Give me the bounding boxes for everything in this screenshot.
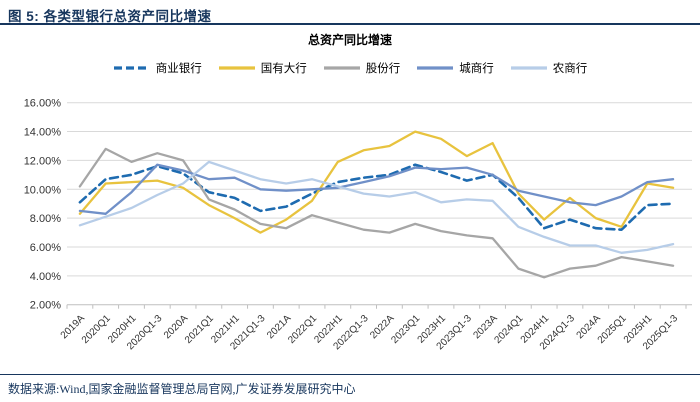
legend-marker-3 [417, 66, 454, 70]
legend-item-4: 农商行 [510, 60, 588, 76]
y-tick-label: 10.00% [24, 184, 62, 196]
legend-label-1: 国有大行 [260, 63, 307, 75]
y-tick-label: 16.00% [24, 98, 62, 110]
series-line-2 [78, 147, 675, 279]
legend-label-4: 农商行 [552, 63, 588, 75]
y-tick-label: 6.00% [30, 242, 61, 254]
legend-marker-0 [113, 66, 150, 70]
series-line-0 [78, 163, 675, 231]
y-tick-label: 8.00% [30, 213, 61, 225]
figure-header-title: 图 5: 各类型银行总资产同比增速 [8, 9, 212, 24]
legend-marker-2 [323, 66, 360, 70]
header-divider [0, 23, 700, 25]
y-tick-label: 2.00% [30, 300, 61, 312]
series-line-3 [78, 163, 675, 215]
legend-item-1: 国有大行 [218, 60, 307, 76]
series-line-4 [78, 160, 675, 254]
data-source-note: 数据来源:Wind,国家金融监督管理总局官网,广发证券发展研究中心 [8, 382, 356, 396]
legend: 商业银行 国有大行 股份行 城商行 农商行 [0, 60, 700, 76]
legend-label-2: 股份行 [365, 63, 401, 75]
legend-item-2: 股份行 [323, 60, 401, 76]
chart-title: 总资产同比增速 [307, 33, 392, 47]
legend-label-0: 商业银行 [155, 63, 202, 75]
y-tick-label: 12.00% [24, 155, 62, 167]
footer-divider [0, 374, 700, 375]
y-tick-label: 4.00% [30, 271, 61, 283]
legend-item-3: 城商行 [416, 60, 494, 76]
line-chart: 16.00% 14.00% 12.00% 10.00% 8.00% 6.00% 4.00% 2… [24, 98, 692, 352]
legend-marker-1 [218, 66, 255, 70]
legend-label-3: 城商行 [459, 63, 494, 75]
y-tick-label: 14.00% [24, 127, 62, 139]
series-line-1 [78, 130, 675, 234]
legend-marker-4 [510, 66, 547, 70]
legend-item-0: 商业银行 [113, 60, 202, 76]
